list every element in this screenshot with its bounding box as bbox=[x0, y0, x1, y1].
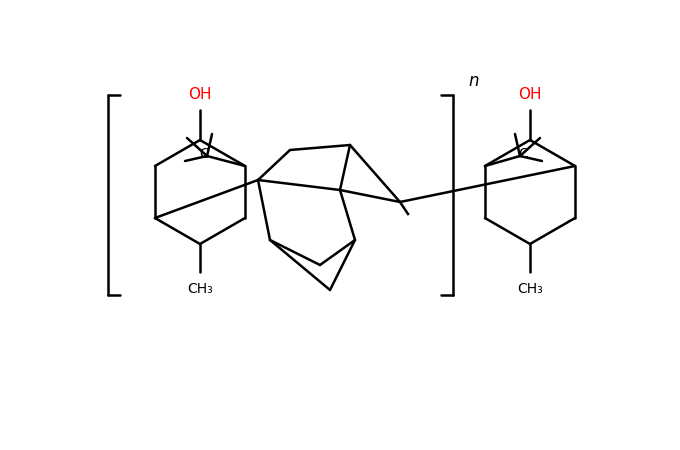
Text: C: C bbox=[518, 147, 528, 161]
Text: CH₃: CH₃ bbox=[187, 282, 213, 296]
Text: OH: OH bbox=[518, 87, 542, 102]
Text: n: n bbox=[468, 72, 479, 90]
Text: CH₃: CH₃ bbox=[517, 282, 543, 296]
Text: C: C bbox=[199, 147, 209, 161]
Text: OH: OH bbox=[188, 87, 211, 102]
